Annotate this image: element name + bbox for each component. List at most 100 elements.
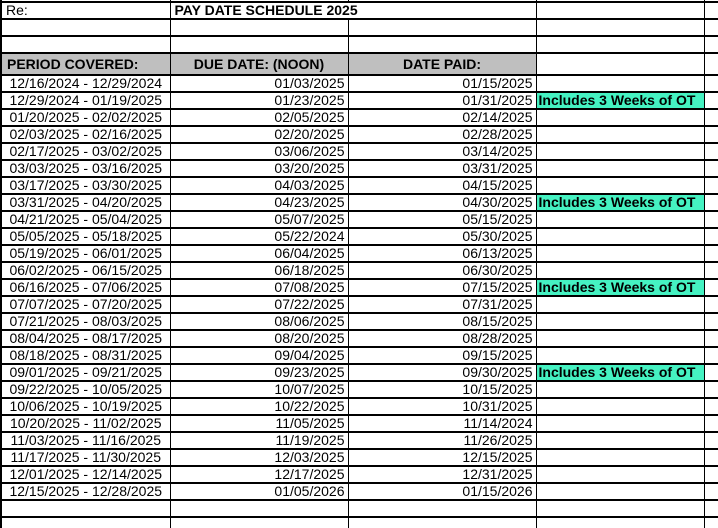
empty-cell[interactable] xyxy=(535,52,705,76)
date-paid-cell[interactable]: 07/31/2025 xyxy=(347,295,537,314)
edge-cell[interactable] xyxy=(703,74,718,93)
empty-cell[interactable] xyxy=(703,52,718,76)
empty-cell[interactable] xyxy=(0,18,171,37)
date-paid-cell[interactable]: 05/15/2025 xyxy=(347,210,537,229)
empty-cell[interactable] xyxy=(703,1,718,20)
date-paid-cell[interactable]: 07/15/2025 xyxy=(347,278,537,297)
date-paid-cell[interactable]: 12/31/2025 xyxy=(347,465,537,484)
period-covered-cell[interactable]: 10/06/2025 - 10/19/2025 xyxy=(0,397,171,416)
period-covered-cell[interactable]: 03/17/2025 - 03/30/2025 xyxy=(0,176,171,195)
ot-note-cell[interactable] xyxy=(535,108,705,127)
ot-note-cell[interactable] xyxy=(535,159,705,178)
period-covered-cell[interactable]: 10/20/2025 - 11/02/2025 xyxy=(0,414,171,433)
empty-cell[interactable] xyxy=(0,499,171,518)
due-date-cell[interactable]: 02/20/2025 xyxy=(169,125,349,144)
date-paid-cell[interactable]: 06/13/2025 xyxy=(347,244,537,263)
ot-note-cell[interactable] xyxy=(535,244,705,263)
ot-note-cell[interactable] xyxy=(535,176,705,195)
edge-cell[interactable] xyxy=(703,159,718,178)
ot-note-cell[interactable] xyxy=(535,448,705,467)
date-paid-cell[interactable]: 01/15/2026 xyxy=(347,482,537,501)
edge-cell[interactable] xyxy=(703,125,718,144)
due-date-cell[interactable]: 08/20/2025 xyxy=(169,329,349,348)
period-covered-cell[interactable]: 07/07/2025 - 07/20/2025 xyxy=(0,295,171,314)
date-paid-cell[interactable]: 06/30/2025 xyxy=(347,261,537,280)
edge-cell[interactable] xyxy=(703,380,718,399)
ot-note-cell[interactable] xyxy=(535,142,705,161)
date-paid-cell[interactable]: 02/28/2025 xyxy=(347,125,537,144)
empty-cell[interactable] xyxy=(347,18,537,37)
ot-note-cell[interactable]: Includes 3 Weeks of OT xyxy=(535,363,705,382)
date-paid-cell[interactable]: 10/15/2025 xyxy=(347,380,537,399)
period-covered-cell[interactable]: 08/18/2025 - 08/31/2025 xyxy=(0,346,171,365)
date-paid-cell[interactable]: 03/31/2025 xyxy=(347,159,537,178)
empty-cell[interactable] xyxy=(703,18,718,37)
edge-cell[interactable] xyxy=(703,346,718,365)
period-covered-cell[interactable]: 03/31/2025 - 04/20/2025 xyxy=(0,193,171,212)
edge-cell[interactable] xyxy=(703,414,718,433)
edge-cell[interactable] xyxy=(703,176,718,195)
edge-cell[interactable] xyxy=(703,91,718,110)
period-covered-cell[interactable]: 05/19/2025 - 06/01/2025 xyxy=(0,244,171,263)
date-paid-cell[interactable]: 08/15/2025 xyxy=(347,312,537,331)
period-covered-cell[interactable]: 02/03/2025 - 02/16/2025 xyxy=(0,125,171,144)
date-paid-cell[interactable]: 01/15/2025 xyxy=(347,74,537,93)
edge-cell[interactable] xyxy=(703,465,718,484)
due-date-cell[interactable]: 06/18/2025 xyxy=(169,261,349,280)
col-header-due-date[interactable]: DUE DATE: (NOON) xyxy=(169,52,349,76)
period-covered-cell[interactable]: 06/02/2025 - 06/15/2025 xyxy=(0,261,171,280)
ot-note-cell[interactable]: Includes 3 Weeks of OT xyxy=(535,91,705,110)
date-paid-cell[interactable]: 01/31/2025 xyxy=(347,91,537,110)
ot-note-cell[interactable] xyxy=(535,210,705,229)
due-date-cell[interactable]: 06/04/2025 xyxy=(169,244,349,263)
due-date-cell[interactable]: 11/05/2025 xyxy=(169,414,349,433)
due-date-cell[interactable]: 03/06/2025 xyxy=(169,142,349,161)
period-covered-cell[interactable]: 09/22/2025 - 10/05/2025 xyxy=(0,380,171,399)
edge-cell[interactable] xyxy=(703,312,718,331)
period-covered-cell[interactable]: 07/21/2025 - 08/03/2025 xyxy=(0,312,171,331)
period-covered-cell[interactable]: 11/17/2025 - 11/30/2025 xyxy=(0,448,171,467)
due-date-cell[interactable]: 09/04/2025 xyxy=(169,346,349,365)
edge-cell[interactable] xyxy=(703,261,718,280)
edge-cell[interactable] xyxy=(703,431,718,450)
period-covered-cell[interactable]: 04/21/2025 - 05/04/2025 xyxy=(0,210,171,229)
empty-cell[interactable] xyxy=(535,18,705,37)
due-date-cell[interactable]: 10/07/2025 xyxy=(169,380,349,399)
re-label-cell[interactable]: Re: xyxy=(0,1,171,20)
ot-note-cell[interactable] xyxy=(535,346,705,365)
empty-cell[interactable] xyxy=(0,35,171,54)
ot-note-cell[interactable] xyxy=(535,431,705,450)
edge-cell[interactable] xyxy=(703,210,718,229)
ot-note-cell[interactable] xyxy=(535,261,705,280)
ot-note-cell[interactable] xyxy=(535,227,705,246)
col-header-date-paid[interactable]: DATE PAID: xyxy=(347,52,537,76)
date-paid-cell[interactable]: 10/31/2025 xyxy=(347,397,537,416)
due-date-cell[interactable]: 04/03/2025 xyxy=(169,176,349,195)
ot-note-cell[interactable] xyxy=(535,295,705,314)
date-paid-cell[interactable]: 08/28/2025 xyxy=(347,329,537,348)
due-date-cell[interactable]: 12/03/2025 xyxy=(169,448,349,467)
due-date-cell[interactable]: 12/17/2025 xyxy=(169,465,349,484)
ot-note-cell[interactable]: Includes 3 Weeks of OT xyxy=(535,278,705,297)
edge-cell[interactable] xyxy=(703,227,718,246)
empty-cell[interactable] xyxy=(347,499,537,518)
col-header-period-covered[interactable]: PERIOD COVERED: xyxy=(0,52,171,76)
empty-cell[interactable] xyxy=(535,35,705,54)
period-covered-cell[interactable]: 03/03/2025 - 03/16/2025 xyxy=(0,159,171,178)
due-date-cell[interactable]: 07/22/2025 xyxy=(169,295,349,314)
period-covered-cell[interactable]: 01/20/2025 - 02/02/2025 xyxy=(0,108,171,127)
ot-note-cell[interactable] xyxy=(535,482,705,501)
empty-cell[interactable] xyxy=(169,18,349,37)
date-paid-cell[interactable]: 04/30/2025 xyxy=(347,193,537,212)
due-date-cell[interactable]: 05/22/2024 xyxy=(169,227,349,246)
ot-note-cell[interactable] xyxy=(535,125,705,144)
empty-cell[interactable] xyxy=(169,35,349,54)
ot-note-cell[interactable] xyxy=(535,74,705,93)
edge-cell[interactable] xyxy=(703,142,718,161)
ot-note-cell[interactable] xyxy=(535,312,705,331)
edge-cell[interactable] xyxy=(703,244,718,263)
edge-cell[interactable] xyxy=(703,278,718,297)
edge-cell[interactable] xyxy=(703,363,718,382)
edge-cell[interactable] xyxy=(703,108,718,127)
date-paid-cell[interactable]: 02/14/2025 xyxy=(347,108,537,127)
